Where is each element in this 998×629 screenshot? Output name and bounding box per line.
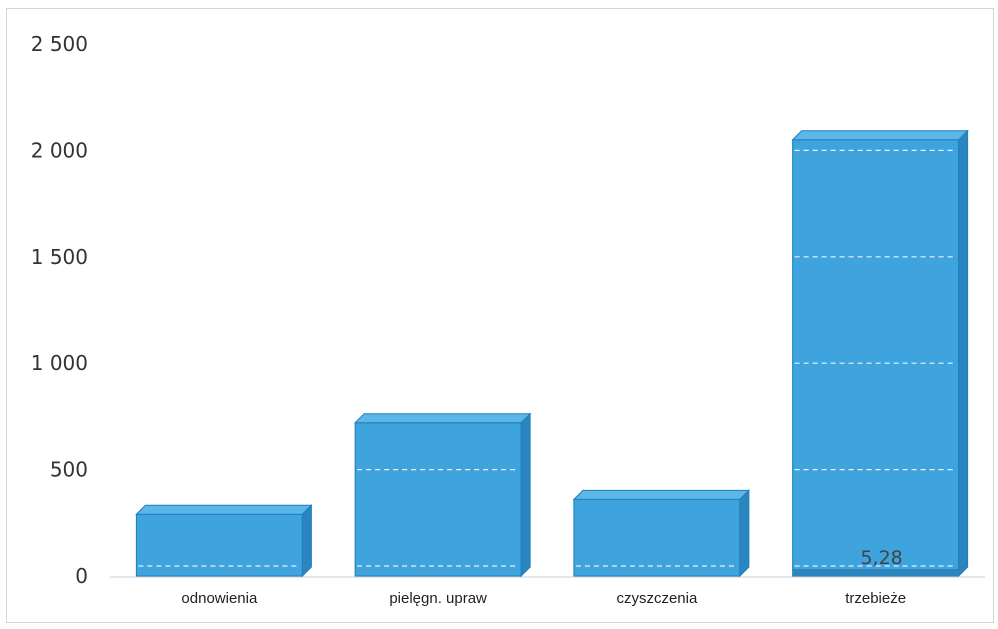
bar-top xyxy=(353,413,532,424)
bar-base-segment xyxy=(792,569,959,576)
bar-side xyxy=(739,489,750,578)
bar-side xyxy=(520,412,531,578)
bar xyxy=(792,139,960,577)
x-category-label: pielęgn. upraw xyxy=(389,590,487,607)
bar-side xyxy=(301,504,312,578)
bar xyxy=(573,498,741,577)
y-tick-label: 0 xyxy=(75,564,88,588)
bar-top xyxy=(791,130,969,141)
bar xyxy=(135,513,303,577)
y-tick-label: 1 000 xyxy=(31,351,88,375)
y-tick-label: 1 500 xyxy=(31,245,88,269)
x-category-label: czyszczenia xyxy=(616,590,698,607)
y-tick-label: 2 500 xyxy=(31,32,88,56)
x-category-label: trzebieże xyxy=(845,590,906,607)
x-category-label: odnowienia xyxy=(181,590,258,607)
y-tick-label: 2 000 xyxy=(31,138,88,162)
data-label: 5,28 xyxy=(860,547,902,569)
bar-top xyxy=(135,504,313,515)
bar xyxy=(354,422,522,577)
y-tick-label: 500 xyxy=(50,458,88,482)
bar-side xyxy=(958,129,969,578)
bar-top xyxy=(572,489,751,500)
